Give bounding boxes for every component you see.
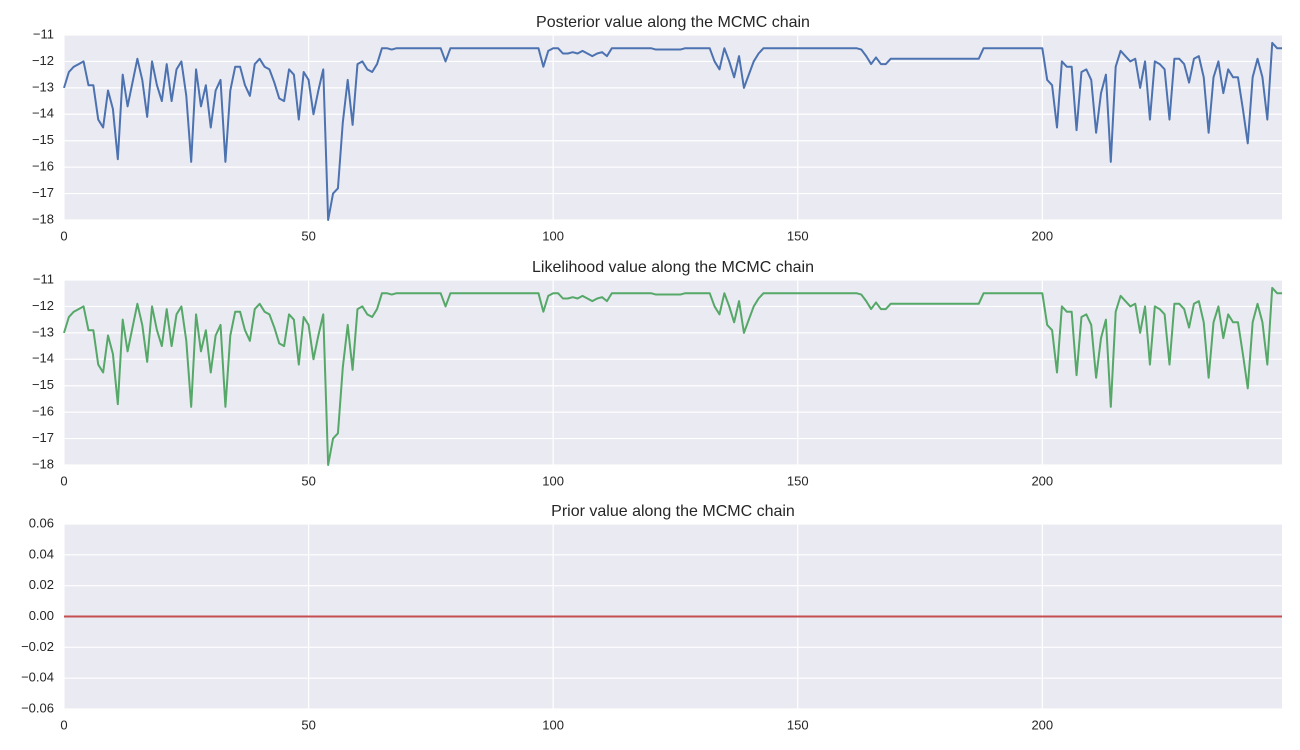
- subplot: Prior value along the MCMC chain −0.06 −0.…: [21, 503, 1282, 732]
- series-line: [63, 41, 1282, 221]
- y-tick-label: 0.04: [29, 546, 54, 561]
- x-tick-label: 200: [1031, 228, 1053, 243]
- y-tick-label: 0.02: [29, 577, 54, 592]
- x-tick-label: 50: [301, 473, 315, 488]
- x-tick-label: 200: [1031, 717, 1053, 732]
- x-tick-label: 0: [60, 228, 67, 243]
- y-tick-label: −14: [32, 351, 54, 366]
- y-tick-label: −16: [32, 404, 54, 419]
- y-tick-label: −0.02: [21, 639, 54, 654]
- y-tick-label: −12: [32, 53, 54, 68]
- y-tick-label: −17: [32, 185, 54, 200]
- subplot-title: Posterior value along the MCMC chain: [536, 14, 810, 31]
- subplot-title: Prior value along the MCMC chain: [551, 503, 795, 520]
- y-tick-label: −13: [32, 324, 54, 339]
- x-tick-label: 0: [60, 717, 67, 732]
- y-tick-label: −11: [33, 271, 54, 286]
- y-tick-label: −11: [33, 26, 54, 41]
- subplot: Posterior value along the MCMC chain −18 −…: [32, 14, 1282, 243]
- x-tick-label: 200: [1031, 473, 1053, 488]
- x-tick-label: 0: [60, 473, 67, 488]
- y-tick-label: −15: [32, 377, 54, 392]
- x-tick-label: 150: [787, 228, 809, 243]
- subplot: Likelihood value along the MCMC chain −18…: [32, 259, 1282, 488]
- x-tick-label: 100: [542, 473, 564, 488]
- y-tick-label: −18: [32, 456, 54, 471]
- y-tick-label: −15: [32, 132, 54, 147]
- y-tick-label: −13: [32, 79, 54, 94]
- y-tick-label: −0.04: [21, 670, 54, 685]
- y-tick-label: −17: [32, 430, 54, 445]
- y-tick-label: −14: [32, 106, 54, 121]
- y-tick-label: −0.06: [21, 700, 54, 715]
- y-tick-label: 0.06: [29, 515, 54, 530]
- x-tick-label: 100: [542, 717, 564, 732]
- y-tick-label: −16: [32, 159, 54, 174]
- x-tick-label: 100: [542, 228, 564, 243]
- y-tick-label: −12: [32, 298, 54, 313]
- x-tick-label: 50: [301, 717, 315, 732]
- x-tick-label: 150: [787, 473, 809, 488]
- series-line: [63, 286, 1282, 466]
- plot-area: [64, 35, 1282, 220]
- plot-area: [64, 280, 1282, 465]
- x-tick-label: 150: [787, 717, 809, 732]
- y-tick-label: 0.00: [29, 608, 54, 623]
- y-tick-label: −18: [32, 211, 54, 226]
- subplot-title: Likelihood value along the MCMC chain: [532, 259, 814, 276]
- x-tick-label: 50: [301, 228, 315, 243]
